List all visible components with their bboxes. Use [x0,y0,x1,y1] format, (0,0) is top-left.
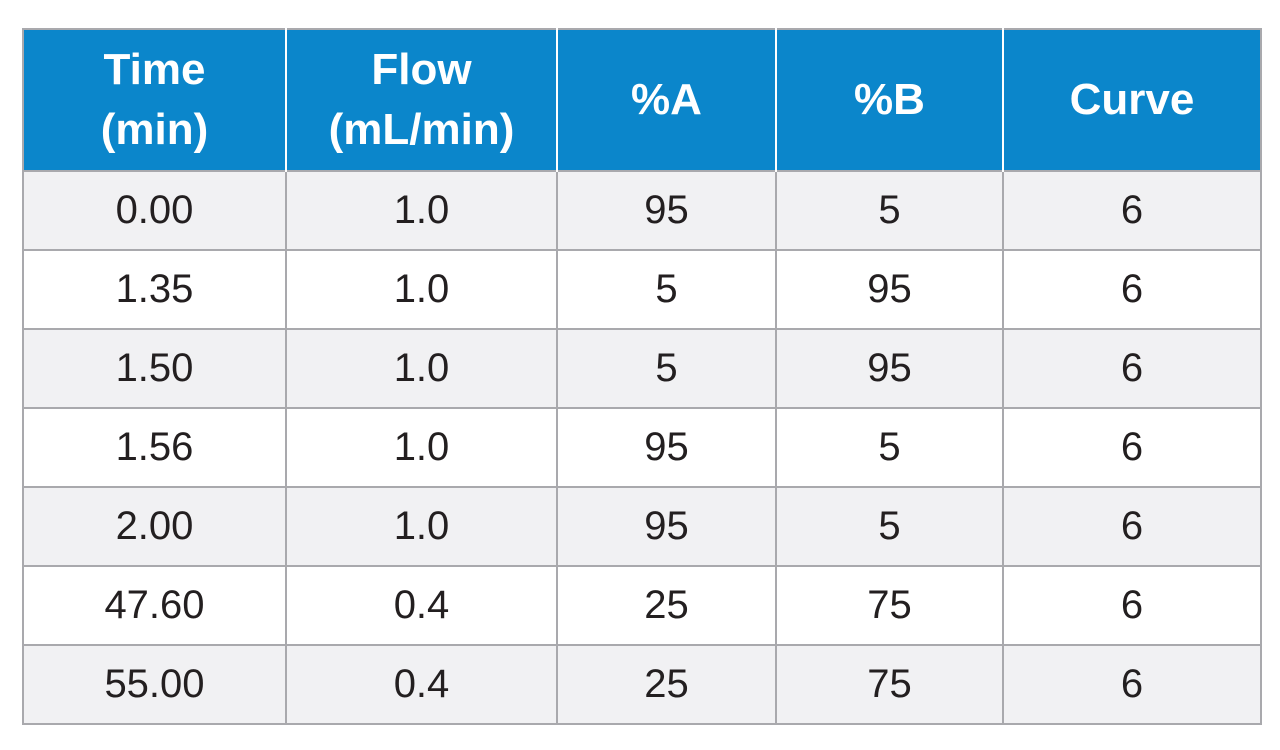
percent-b-cell: 75 [775,565,1004,646]
gradient-table: Time (min) Flow (mL/min) %A %B Curve 0.0… [22,28,1262,725]
flow-cell: 0.4 [285,565,558,646]
percent-b-cell: 5 [775,486,1004,567]
time-cell: 47.60 [22,565,287,646]
curve-cell: 6 [1002,644,1262,725]
percent-b-cell: 95 [775,328,1004,409]
percent-a-cell: 5 [556,328,777,409]
percent-b-cell: 5 [775,170,1004,251]
percent-a-cell: 95 [556,407,777,488]
flow-cell: 1.0 [285,407,558,488]
header-time: Time (min) [23,29,286,171]
table-row: 47.60 0.4 25 75 6 [22,565,1262,646]
curve-cell: 6 [1002,565,1262,646]
flow-cell: 1.0 [285,328,558,409]
percent-a-cell: 5 [556,249,777,330]
time-cell: 1.50 [22,328,287,409]
flow-cell: 1.0 [285,170,558,251]
flow-cell: 1.0 [285,486,558,567]
table-row: 1.50 1.0 5 95 6 [22,328,1262,409]
header-percent-b-label: %B [854,75,925,124]
curve-cell: 6 [1002,486,1262,567]
time-cell: 2.00 [22,486,287,567]
header-time-unit: (min) [100,105,209,154]
table-row: 1.56 1.0 95 5 6 [22,407,1262,488]
percent-a-cell: 95 [556,170,777,251]
table-row: 2.00 1.0 95 5 6 [22,486,1262,567]
table-header: Time (min) Flow (mL/min) %A %B Curve [23,29,1261,171]
header-percent-a-label: %A [631,75,702,124]
header-time-label: Time [103,45,206,94]
time-cell: 0.00 [22,170,287,251]
header-row: Time (min) Flow (mL/min) %A %B Curve [23,29,1261,171]
curve-cell: 6 [1002,170,1262,251]
percent-a-cell: 25 [556,565,777,646]
header-percent-a: %A [556,29,776,171]
header-percent-b: %B [775,29,1003,171]
table-row: 55.00 0.4 25 75 6 [22,644,1262,725]
header-curve: Curve [1002,29,1261,171]
header-flow-label: Flow [371,45,472,94]
percent-b-cell: 75 [775,644,1004,725]
flow-cell: 1.0 [285,249,558,330]
time-cell: 55.00 [22,644,287,725]
table-row: 0.00 1.0 95 5 6 [22,170,1262,251]
flow-cell: 0.4 [285,644,558,725]
table-body: 0.00 1.0 95 5 6 1.35 1.0 5 95 6 1.50 1.0 5 95 6 1.56 1.0… [22,170,1262,725]
percent-b-cell: 95 [775,249,1004,330]
header-flow-unit: (mL/min) [328,105,515,154]
time-cell: 1.35 [22,249,287,330]
curve-cell: 6 [1002,328,1262,409]
curve-cell: 6 [1002,249,1262,330]
gradient-table-container: Time (min) Flow (mL/min) %A %B Curve 0.0… [22,28,1262,725]
percent-b-cell: 5 [775,407,1004,488]
time-cell: 1.56 [22,407,287,488]
header-curve-label: Curve [1069,75,1195,124]
curve-cell: 6 [1002,407,1262,488]
header-flow: Flow (mL/min) [285,29,557,171]
percent-a-cell: 25 [556,644,777,725]
table-row: 1.35 1.0 5 95 6 [22,249,1262,330]
percent-a-cell: 95 [556,486,777,567]
